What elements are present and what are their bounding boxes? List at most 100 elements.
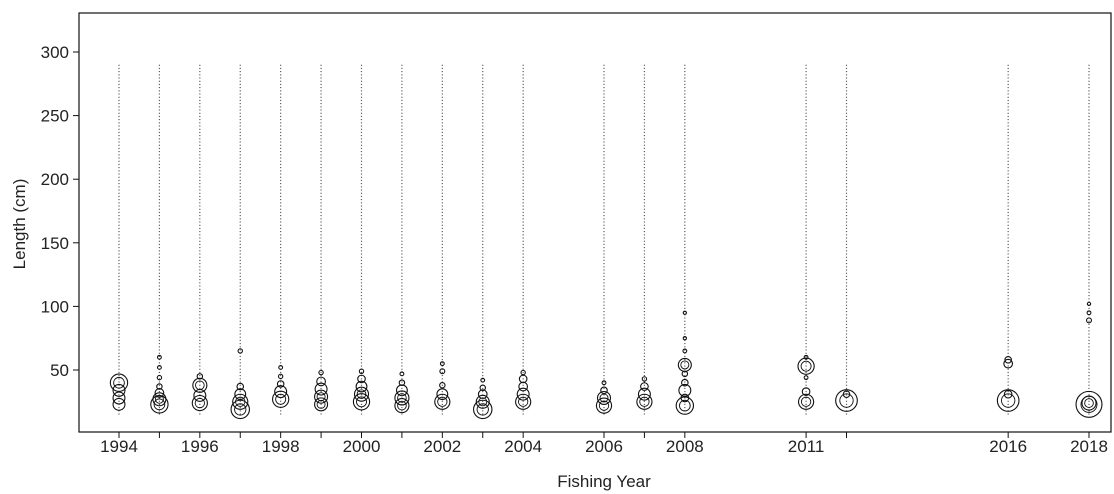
year-group-2006 (595, 380, 613, 414)
bubble-inner-ring (195, 380, 205, 391)
bubble-point (803, 354, 809, 360)
bubble-point (480, 377, 486, 383)
year-group-2002 (434, 361, 451, 410)
bubble-point (682, 348, 688, 354)
bubble-inner-ring (153, 398, 166, 411)
bubble-point (156, 383, 163, 390)
bubble-point (236, 382, 245, 391)
bubble-point (636, 393, 653, 410)
x-tick-label: 2011 (788, 437, 825, 456)
bubble-point (675, 396, 695, 415)
bubble-point (1004, 356, 1012, 364)
bubble-inner-ring (639, 396, 650, 407)
year-group-2008 (675, 310, 695, 415)
bubble-series (109, 301, 1103, 420)
year-group-1998 (272, 365, 290, 408)
x-tick-label: 1996 (181, 437, 219, 456)
year-group-2004 (515, 369, 532, 410)
bubble-point (1086, 317, 1092, 324)
bubble-point (681, 378, 689, 387)
bubble-point (601, 380, 607, 386)
bubble-point (520, 369, 526, 376)
bubble-point (109, 373, 129, 392)
x-axis: 1994 1996 1998 2000 2002 2004 2006 2008 2011 2016… (100, 432, 1108, 456)
bubble-point (152, 392, 167, 407)
bubble-point (682, 310, 688, 315)
year-group-2007 (636, 376, 653, 410)
bubble-point (150, 395, 169, 414)
bubble-inner-ring (437, 396, 448, 407)
bubble-point (473, 399, 493, 420)
bubble-point (1086, 301, 1092, 307)
bubble-point (595, 397, 613, 414)
bubble-point (191, 394, 208, 412)
bubble-point (230, 399, 250, 420)
bubble-point (1075, 390, 1103, 418)
bubble-point (316, 376, 326, 387)
bubble-point (600, 386, 608, 395)
bubble-point (680, 393, 690, 403)
year-group-1994 (109, 373, 129, 411)
bubble-point (803, 375, 809, 381)
bubble-point (357, 374, 366, 384)
y-tick-label: 300 (41, 43, 69, 62)
bubble-point (477, 389, 488, 400)
bubble-inner-ring (316, 392, 326, 402)
bubble-point (353, 386, 370, 402)
bubble-point (276, 380, 285, 388)
year-group-2001 (394, 371, 410, 414)
bubble-point (399, 371, 405, 377)
year-group-1999 (314, 369, 329, 412)
bubble-point (677, 357, 692, 372)
bubble-point (395, 384, 408, 397)
bubble-point (398, 379, 406, 386)
x-tick-label: 2008 (666, 437, 704, 456)
bubble-point (640, 382, 649, 391)
bubble-inner-ring (356, 396, 367, 408)
bubble-inner-ring (113, 376, 125, 389)
y-tick-label: 150 (41, 234, 69, 253)
bubble-inner-ring (476, 403, 489, 416)
bubble-point (314, 382, 328, 396)
y-tick-label: 200 (41, 170, 69, 189)
bubble-inner-ring (800, 396, 812, 407)
bubble-point (314, 389, 329, 404)
x-tick-label: 2000 (343, 437, 381, 456)
bubble-point (112, 391, 126, 405)
bubble-point (394, 390, 410, 406)
bubble-point (355, 380, 368, 393)
bubble-inner-ring (356, 389, 367, 399)
bubble-point (797, 393, 815, 410)
bubble-point (436, 388, 449, 401)
bubble-point (318, 369, 324, 376)
bubble-point (801, 387, 811, 396)
bubble-point (156, 354, 162, 360)
bubble-inner-ring (397, 393, 407, 403)
bubble-point (479, 384, 486, 392)
year-group-2012 (835, 389, 858, 412)
year-group-2011 (797, 354, 815, 410)
bubble-point (596, 390, 612, 406)
x-tick-label: 2018 (1070, 437, 1108, 456)
y-tick-label: 100 (41, 297, 69, 316)
bubble-inner-ring (235, 396, 246, 407)
bubble-point (516, 387, 530, 401)
bubble-point (154, 388, 165, 398)
bubble-inner-ring (518, 396, 529, 407)
bubble-point (394, 398, 410, 414)
bubble-point (156, 365, 162, 370)
bubble-point (314, 397, 329, 412)
x-tick-label: 1994 (100, 437, 138, 456)
bubble-inner-ring (839, 393, 854, 408)
bubble-point (678, 383, 692, 397)
year-group-2003 (473, 377, 493, 420)
bubble-point (112, 397, 126, 411)
bubble-point (797, 357, 815, 375)
bubble-point (234, 388, 247, 401)
plot-frame (78, 12, 1112, 433)
bubble-point (439, 382, 446, 389)
bubble-point (358, 368, 365, 374)
year-group-1995 (150, 354, 169, 414)
bubble-point (637, 387, 651, 401)
